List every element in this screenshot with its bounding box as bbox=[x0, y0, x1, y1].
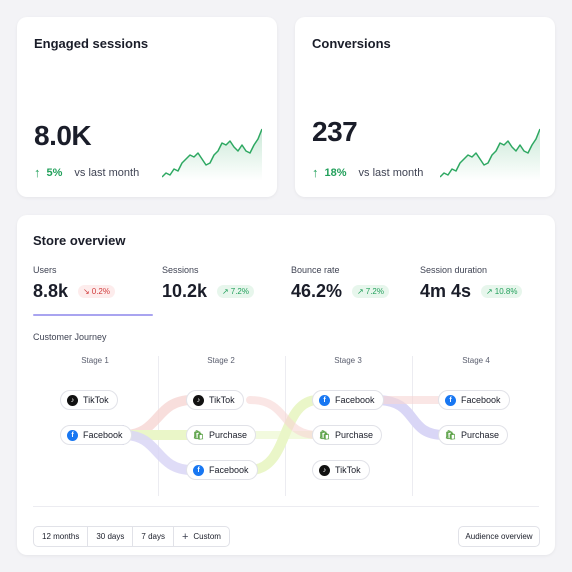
kpi-delta: ↑ 18% vs last month bbox=[312, 165, 423, 180]
shopify-icon: 🛍 bbox=[192, 429, 205, 440]
metric-sessions[interactable]: Sessions 10.2k ↗ 7.2% bbox=[162, 265, 254, 302]
node-label: Purchase bbox=[461, 430, 500, 440]
journey-node-purchase[interactable]: 🛍 Purchase bbox=[438, 425, 509, 445]
arrow-up-icon: ↑ bbox=[34, 165, 41, 180]
metric-label: Bounce rate bbox=[291, 265, 340, 275]
stage-label: Stage 2 bbox=[207, 356, 235, 365]
journey-node-tiktok[interactable]: ♪ TikTok bbox=[312, 460, 370, 480]
node-label: Purchase bbox=[209, 430, 248, 440]
change-value: 7.2% bbox=[365, 287, 384, 296]
delta-note: vs last month bbox=[358, 166, 424, 179]
node-label: Facebook bbox=[83, 430, 123, 440]
facebook-icon: f bbox=[193, 464, 204, 476]
kpi-value: 237 bbox=[312, 116, 358, 147]
trend-up-icon: ↗ bbox=[357, 287, 364, 296]
date-range-selector: 12 months 30 days 7 days + Custom bbox=[33, 526, 230, 547]
metric-users[interactable]: Users 8.8k ↘ 0.2% bbox=[33, 265, 115, 302]
change-badge: ↘ 0.2% bbox=[78, 285, 115, 298]
trend-down-icon: ↘ bbox=[83, 287, 90, 296]
audience-overview-button[interactable]: Audience overview bbox=[458, 526, 540, 547]
metric-label: Users bbox=[33, 265, 57, 275]
customer-journey-label: Customer Journey bbox=[33, 332, 107, 342]
plus-icon: + bbox=[181, 530, 189, 543]
tiktok-icon: ♪ bbox=[319, 464, 330, 476]
arrow-up-icon: ↑ bbox=[312, 165, 319, 180]
node-label: TikTok bbox=[335, 465, 361, 475]
change-badge: ↗ 7.2% bbox=[217, 285, 254, 298]
range-12-months[interactable]: 12 months bbox=[34, 527, 89, 546]
metric-label: Session duration bbox=[420, 265, 488, 275]
shopify-icon: 🛍 bbox=[318, 429, 331, 440]
facebook-icon: f bbox=[445, 394, 456, 406]
change-badge: ↗ 7.2% bbox=[352, 285, 389, 298]
delta-percent: 18% bbox=[324, 166, 347, 179]
range-7-days[interactable]: 7 days bbox=[133, 527, 174, 546]
card-title: Conversions bbox=[312, 36, 391, 51]
node-label: TikTok bbox=[83, 395, 109, 405]
facebook-icon: f bbox=[67, 429, 78, 441]
journey-node-facebook[interactable]: f Facebook bbox=[186, 460, 258, 480]
trend-up-icon: ↗ bbox=[486, 287, 493, 296]
trend-up-icon: ↗ bbox=[222, 287, 229, 296]
metric-value: 4m 4s bbox=[420, 281, 472, 301]
metric-session-duration[interactable]: Session duration 4m 4s ↗ 10.8% bbox=[420, 265, 523, 302]
change-value: 7.2% bbox=[230, 287, 249, 296]
sparkline-chart bbox=[162, 128, 262, 181]
kpi-value: 8.0K bbox=[34, 120, 92, 151]
journey-node-tiktok[interactable]: ♪ TikTok bbox=[60, 390, 118, 410]
metric-bounce-rate[interactable]: Bounce rate 46.2% ↗ 7.2% bbox=[291, 265, 389, 302]
sparkline-chart bbox=[440, 128, 540, 181]
stage-label: Stage 1 bbox=[81, 356, 109, 365]
range-custom-label: Custom bbox=[193, 532, 221, 541]
node-label: Purchase bbox=[335, 430, 374, 440]
kpi-delta: ↑ 5% vs last month bbox=[34, 165, 139, 180]
delta-note: vs last month bbox=[74, 166, 140, 179]
node-label: TikTok bbox=[209, 395, 235, 405]
journey-node-facebook[interactable]: f Facebook bbox=[438, 390, 510, 410]
card-title: Engaged sessions bbox=[34, 36, 149, 51]
range-30-days[interactable]: 30 days bbox=[88, 527, 134, 546]
footer-divider bbox=[33, 506, 539, 507]
node-label: Facebook bbox=[209, 465, 249, 475]
metric-value: 8.8k bbox=[33, 281, 69, 301]
facebook-icon: f bbox=[319, 394, 330, 406]
journey-node-facebook[interactable]: f Facebook bbox=[312, 390, 384, 410]
change-value: 10.8% bbox=[494, 287, 518, 296]
tiktok-icon: ♪ bbox=[193, 394, 204, 406]
journey-node-tiktok[interactable]: ♪ TikTok bbox=[186, 390, 244, 410]
metric-value: 10.2k bbox=[162, 281, 208, 301]
tiktok-icon: ♪ bbox=[67, 394, 78, 406]
active-metric-indicator bbox=[33, 314, 153, 316]
conversions-card: Conversions 237 ↑ 18% vs last month bbox=[295, 17, 555, 197]
journey-node-facebook[interactable]: f Facebook bbox=[60, 425, 132, 445]
store-overview-title: Store overview bbox=[33, 233, 126, 248]
change-badge: ↗ 10.8% bbox=[481, 285, 523, 298]
stage-divider bbox=[158, 356, 159, 496]
node-label: Facebook bbox=[335, 395, 375, 405]
change-value: 0.2% bbox=[91, 287, 110, 296]
node-label: Facebook bbox=[461, 395, 501, 405]
range-custom[interactable]: + Custom bbox=[174, 527, 229, 546]
shopify-icon: 🛍 bbox=[444, 429, 457, 440]
engaged-sessions-card: Engaged sessions 8.0K ↑ 5% vs last month bbox=[17, 17, 277, 197]
stage-label: Stage 3 bbox=[334, 356, 362, 365]
store-overview-card bbox=[17, 215, 555, 555]
journey-node-purchase[interactable]: 🛍 Purchase bbox=[312, 425, 383, 445]
delta-percent: 5% bbox=[46, 166, 63, 179]
journey-node-purchase[interactable]: 🛍 Purchase bbox=[186, 425, 257, 445]
metric-value: 46.2% bbox=[291, 281, 343, 301]
metric-label: Sessions bbox=[162, 265, 199, 275]
stage-label: Stage 4 bbox=[462, 356, 490, 365]
